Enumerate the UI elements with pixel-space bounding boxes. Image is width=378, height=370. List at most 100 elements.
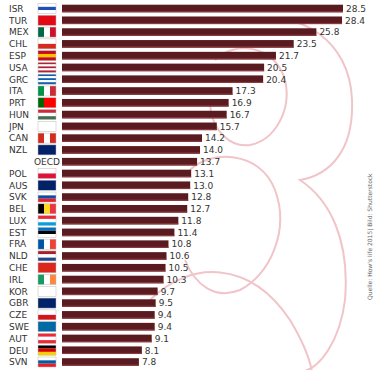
bar-shade <box>62 223 178 224</box>
category-label: SVK <box>9 192 28 202</box>
bar <box>62 193 188 201</box>
flag-stripe <box>38 180 56 190</box>
bar-shade <box>62 306 156 307</box>
flag-border <box>38 192 56 202</box>
flag <box>38 51 56 61</box>
flag <box>38 39 56 49</box>
data-label: 15.7 <box>220 122 240 132</box>
flag-stripe <box>38 113 56 116</box>
bar-shade <box>62 282 164 283</box>
data-label: 10.5 <box>169 263 189 273</box>
flag-stripe <box>44 98 50 108</box>
bar-shade <box>62 341 152 342</box>
category-label: SWE <box>9 322 30 332</box>
bar-shade <box>62 329 155 330</box>
category-label: KOR <box>9 287 28 297</box>
data-label: 10.3 <box>167 275 187 285</box>
bar-shade <box>62 105 229 106</box>
flag-stripe <box>38 80 56 82</box>
flag-stripe <box>50 133 56 143</box>
flag-stripe <box>38 227 56 230</box>
bar <box>62 181 190 189</box>
bar <box>62 64 264 72</box>
category-label: CAN <box>9 133 28 143</box>
flag-border <box>38 145 56 155</box>
category-label: SVN <box>9 357 28 367</box>
flag <box>38 27 56 37</box>
bar <box>62 205 187 213</box>
data-label: 20.5 <box>267 63 287 73</box>
bar <box>62 75 263 83</box>
flag-stripe <box>38 51 56 54</box>
category-label: JPN <box>8 122 24 132</box>
data-label: 13.7 <box>200 157 220 167</box>
bar-shade <box>62 141 202 142</box>
flag-border <box>38 39 56 49</box>
flag-border <box>38 62 56 72</box>
bar <box>62 299 156 307</box>
flag <box>38 357 56 367</box>
flag-border <box>38 180 56 190</box>
bar-shade <box>62 353 142 354</box>
flag-stripe <box>38 345 56 348</box>
data-label: 9.7 <box>161 287 175 297</box>
flag-stripe <box>38 352 56 355</box>
bar <box>62 28 316 36</box>
data-label: 10.8 <box>171 239 191 249</box>
bar <box>62 217 178 225</box>
category-label: CHE <box>9 263 28 273</box>
flag-border <box>38 310 56 320</box>
flag-stripe <box>38 364 56 367</box>
flag-border <box>38 263 56 273</box>
category-label: MEX <box>9 27 29 37</box>
bar-shade <box>62 11 343 12</box>
bar-shade <box>62 82 263 83</box>
flag-stripe <box>38 82 56 84</box>
flag <box>38 227 56 237</box>
bar-shade <box>62 23 342 24</box>
flag-stripe <box>50 27 56 37</box>
category-label: IRL <box>9 275 23 285</box>
flag <box>38 110 56 120</box>
category-label: GRC <box>9 75 28 85</box>
flag <box>38 275 56 285</box>
bar-shade <box>62 153 200 154</box>
flag-stripe <box>50 239 56 249</box>
flag-border <box>38 345 56 355</box>
bar-shade <box>62 188 190 189</box>
category-label: CZE <box>9 310 27 320</box>
bar <box>62 346 142 354</box>
bar <box>62 358 139 366</box>
data-label: 11.8 <box>181 216 201 226</box>
flag <box>38 310 56 320</box>
data-label: 28.4 <box>345 16 365 26</box>
flag-border <box>38 333 56 343</box>
flag-stripe <box>38 7 56 10</box>
category-label: LUX <box>9 216 26 226</box>
flag-stripe <box>38 263 56 273</box>
flag-stripe <box>38 145 56 155</box>
flag-stripe <box>38 86 44 96</box>
flag-stripe <box>38 121 56 131</box>
flag-stripe <box>38 322 56 332</box>
flag-stripe <box>38 231 56 234</box>
flag-stripe <box>38 15 56 25</box>
flag-stripe <box>44 204 50 214</box>
flag-stripe <box>38 219 56 222</box>
flag <box>38 239 56 249</box>
bar-shade <box>62 211 187 212</box>
flag <box>38 121 56 131</box>
data-label: 14.0 <box>203 145 223 155</box>
bar-shade <box>62 200 188 201</box>
flag-border <box>38 227 56 237</box>
flag-stripe <box>50 86 56 96</box>
bar <box>62 252 167 260</box>
flag-stripe <box>38 10 56 13</box>
category-label: BEL <box>9 204 26 214</box>
bar-shade <box>62 247 168 248</box>
flag-border <box>38 275 56 285</box>
bar <box>62 5 343 13</box>
category-label: AUS <box>9 181 28 191</box>
flag-border <box>38 4 56 14</box>
flag-border <box>38 322 56 332</box>
